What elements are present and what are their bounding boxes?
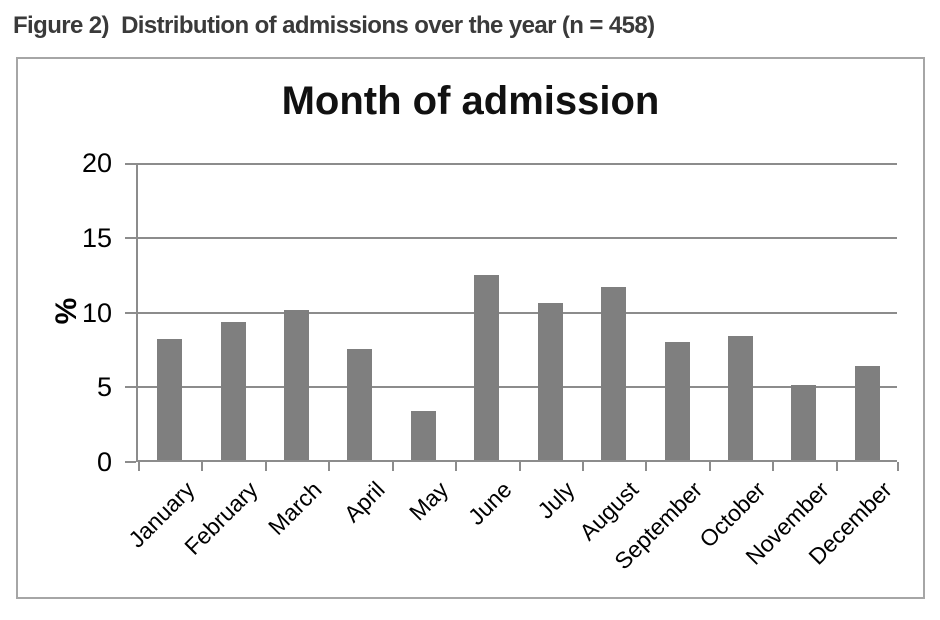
figure-caption: Figure 2) Distribution of admissions ove… <box>13 12 655 39</box>
bar-october <box>728 336 753 460</box>
x-tick-11 <box>836 462 838 471</box>
gridline-15 <box>138 236 897 239</box>
bar-june <box>474 275 499 460</box>
bar-april <box>347 349 372 460</box>
y-tick-0 <box>125 461 136 463</box>
x-tick-10 <box>772 462 774 471</box>
x-tick-label-may: May <box>403 476 454 526</box>
x-tick-1 <box>201 462 203 471</box>
bar-january <box>157 339 182 460</box>
y-tick-label-20: 20 <box>81 148 112 178</box>
bar-december <box>855 366 880 460</box>
y-tick-label-15: 15 <box>81 222 112 253</box>
bar-september <box>665 342 690 460</box>
bar-february <box>221 322 246 460</box>
x-tick-label-april: April <box>338 476 390 528</box>
gridline-20 <box>138 163 897 165</box>
x-tick-7 <box>582 462 584 471</box>
chart-frame: Month of admission % 0 5 10 15 20 January Febr… <box>16 57 925 599</box>
bar-july <box>538 303 563 460</box>
x-tick-8 <box>645 462 647 471</box>
y-tick-label-10: 10 <box>81 297 112 328</box>
x-tick-3 <box>328 462 330 471</box>
x-tick-6 <box>519 462 521 471</box>
y-tick-label-0: 0 <box>96 447 112 477</box>
y-tick-5 <box>125 386 136 389</box>
x-tick-label-july: July <box>532 476 580 524</box>
y-tick-label-5: 5 <box>96 372 112 403</box>
x-tick-2 <box>265 462 267 471</box>
gridline-10 <box>138 311 897 314</box>
x-tick-9 <box>709 462 711 471</box>
y-tick-15 <box>125 236 136 239</box>
bar-may <box>411 411 436 460</box>
gridline-5 <box>138 386 897 389</box>
y-tick-10 <box>125 311 136 314</box>
x-tick-label-march: March <box>262 476 327 540</box>
plot-area: 0 5 10 15 20 January February March April May June… <box>82 148 899 574</box>
chart-title: Month of admission <box>281 79 660 123</box>
bar-august <box>601 287 626 460</box>
bar-november <box>791 385 816 460</box>
y-tick-20 <box>125 163 136 165</box>
bar-march <box>284 310 309 460</box>
x-tick-12 <box>897 462 899 471</box>
x-tick-4 <box>392 462 394 471</box>
x-tick-label-june: June <box>462 476 517 530</box>
x-tick-0 <box>138 462 140 471</box>
x-tick-5 <box>455 462 457 471</box>
